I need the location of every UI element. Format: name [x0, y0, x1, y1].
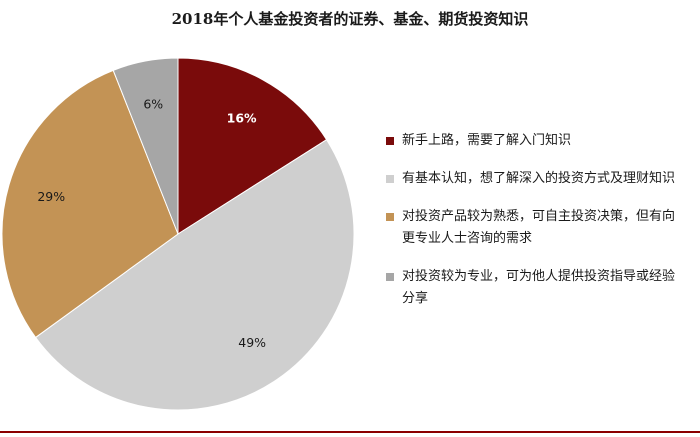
legend-item: 对投资产品较为熟悉，可自主投资决策，但有向更专业人士咨询的需求 — [386, 206, 686, 250]
slice-value-label: 49% — [238, 335, 266, 350]
legend-item: 新手上路，需要了解入门知识 — [386, 130, 686, 152]
pie-slice — [112, 57, 179, 235]
bottom-rule — [0, 431, 700, 433]
chart-title: 2018年个人基金投资者的证券、基金、期货投资知识 — [171, 10, 529, 28]
legend-label: 对投资产品较为熟悉，可自主投资决策，但有向更专业人士咨询的需求 — [402, 209, 676, 246]
legend-label: 新手上路，需要了解入门知识 — [402, 133, 572, 148]
legend-swatch — [386, 213, 394, 221]
legend-swatch — [386, 273, 394, 281]
slice-value-label: 29% — [37, 189, 65, 204]
slice-value-label: 6% — [143, 96, 163, 111]
legend-item: 对投资较为专业，可为他人提供投资指导或经验分享 — [386, 266, 686, 310]
slice-value-label: 16% — [227, 110, 257, 125]
pie-slice — [34, 139, 355, 411]
legend-label: 有基本认知，想了解深入的投资方式及理财知识 — [402, 171, 676, 186]
pie-slices — [1, 57, 355, 411]
pie-slice — [177, 57, 328, 235]
pie-slice — [1, 69, 179, 339]
legend-swatch — [386, 137, 394, 145]
legend-label: 对投资较为专业，可为他人提供投资指导或经验分享 — [402, 269, 676, 306]
legend-swatch — [386, 175, 394, 183]
pie-labels: 16% 49% 29% 6% — [37, 96, 266, 350]
legend-item: 有基本认知，想了解深入的投资方式及理财知识 — [386, 168, 686, 190]
legend: 新手上路，需要了解入门知识 有基本认知，想了解深入的投资方式及理财知识 对投资产… — [386, 130, 686, 326]
